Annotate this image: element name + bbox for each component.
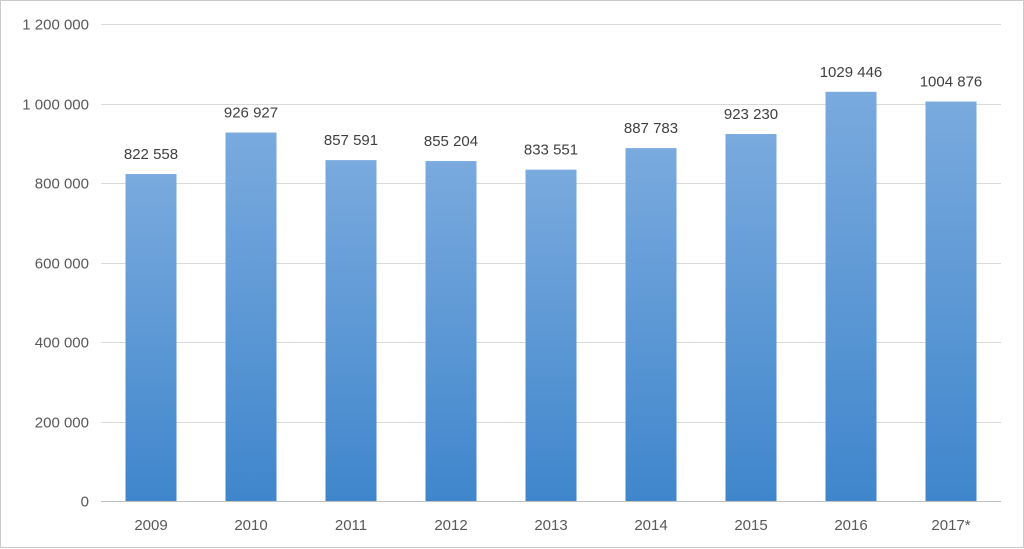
x-tick-label: 2016 <box>834 517 867 534</box>
y-tick-label: 200 000 <box>35 415 89 432</box>
x-tick-label: 2013 <box>534 517 567 534</box>
bar-2015 <box>725 134 777 502</box>
bar-2012 <box>425 161 477 502</box>
x-tick-label: 2011 <box>335 517 367 534</box>
x-tick-label: 2015 <box>734 517 767 534</box>
y-tick-label: 1 200 000 <box>22 17 89 34</box>
x-tick-label: 2014 <box>634 517 667 534</box>
y-tick-label: 800 000 <box>35 176 89 193</box>
bar-2016 <box>825 91 877 501</box>
y-axis-ticks: 0 200 000 400 000 600 000 800 000 1 000 000 1 … <box>22 17 89 511</box>
bar-2009 <box>125 174 177 501</box>
x-tick-label: 2009 <box>134 517 167 534</box>
x-tick-label: 2012 <box>434 517 467 534</box>
bar-2014 <box>625 148 677 501</box>
data-label: 1004 876 <box>920 74 983 91</box>
data-label: 855 204 <box>424 133 478 150</box>
bars <box>125 91 977 502</box>
bar-2017 <box>925 101 977 501</box>
y-tick-label: 600 000 <box>35 256 89 273</box>
x-tick-label: 2017* <box>931 517 970 534</box>
data-label: 857 591 <box>324 132 378 149</box>
data-label: 833 551 <box>524 142 578 159</box>
x-tick-label: 2010 <box>234 517 267 534</box>
data-label: 923 230 <box>724 106 778 123</box>
y-tick-label: 0 <box>81 494 89 511</box>
y-tick-label: 400 000 <box>35 335 89 352</box>
data-label: 926 927 <box>224 105 278 122</box>
x-axis-ticks: 2009 2010 2011 2012 2013 2014 2015 2016 2017* <box>134 517 970 534</box>
bar-2013 <box>525 169 577 501</box>
data-labels: 822 558 926 927 857 591 855 204 833 551 887 7… <box>124 64 982 163</box>
bar-2011 <box>325 160 377 501</box>
data-label: 822 558 <box>124 146 178 163</box>
bar-2010 <box>225 132 277 502</box>
y-tick-label: 1 000 000 <box>22 97 89 114</box>
data-label: 1029 446 <box>820 64 883 81</box>
data-label: 887 783 <box>624 120 678 137</box>
